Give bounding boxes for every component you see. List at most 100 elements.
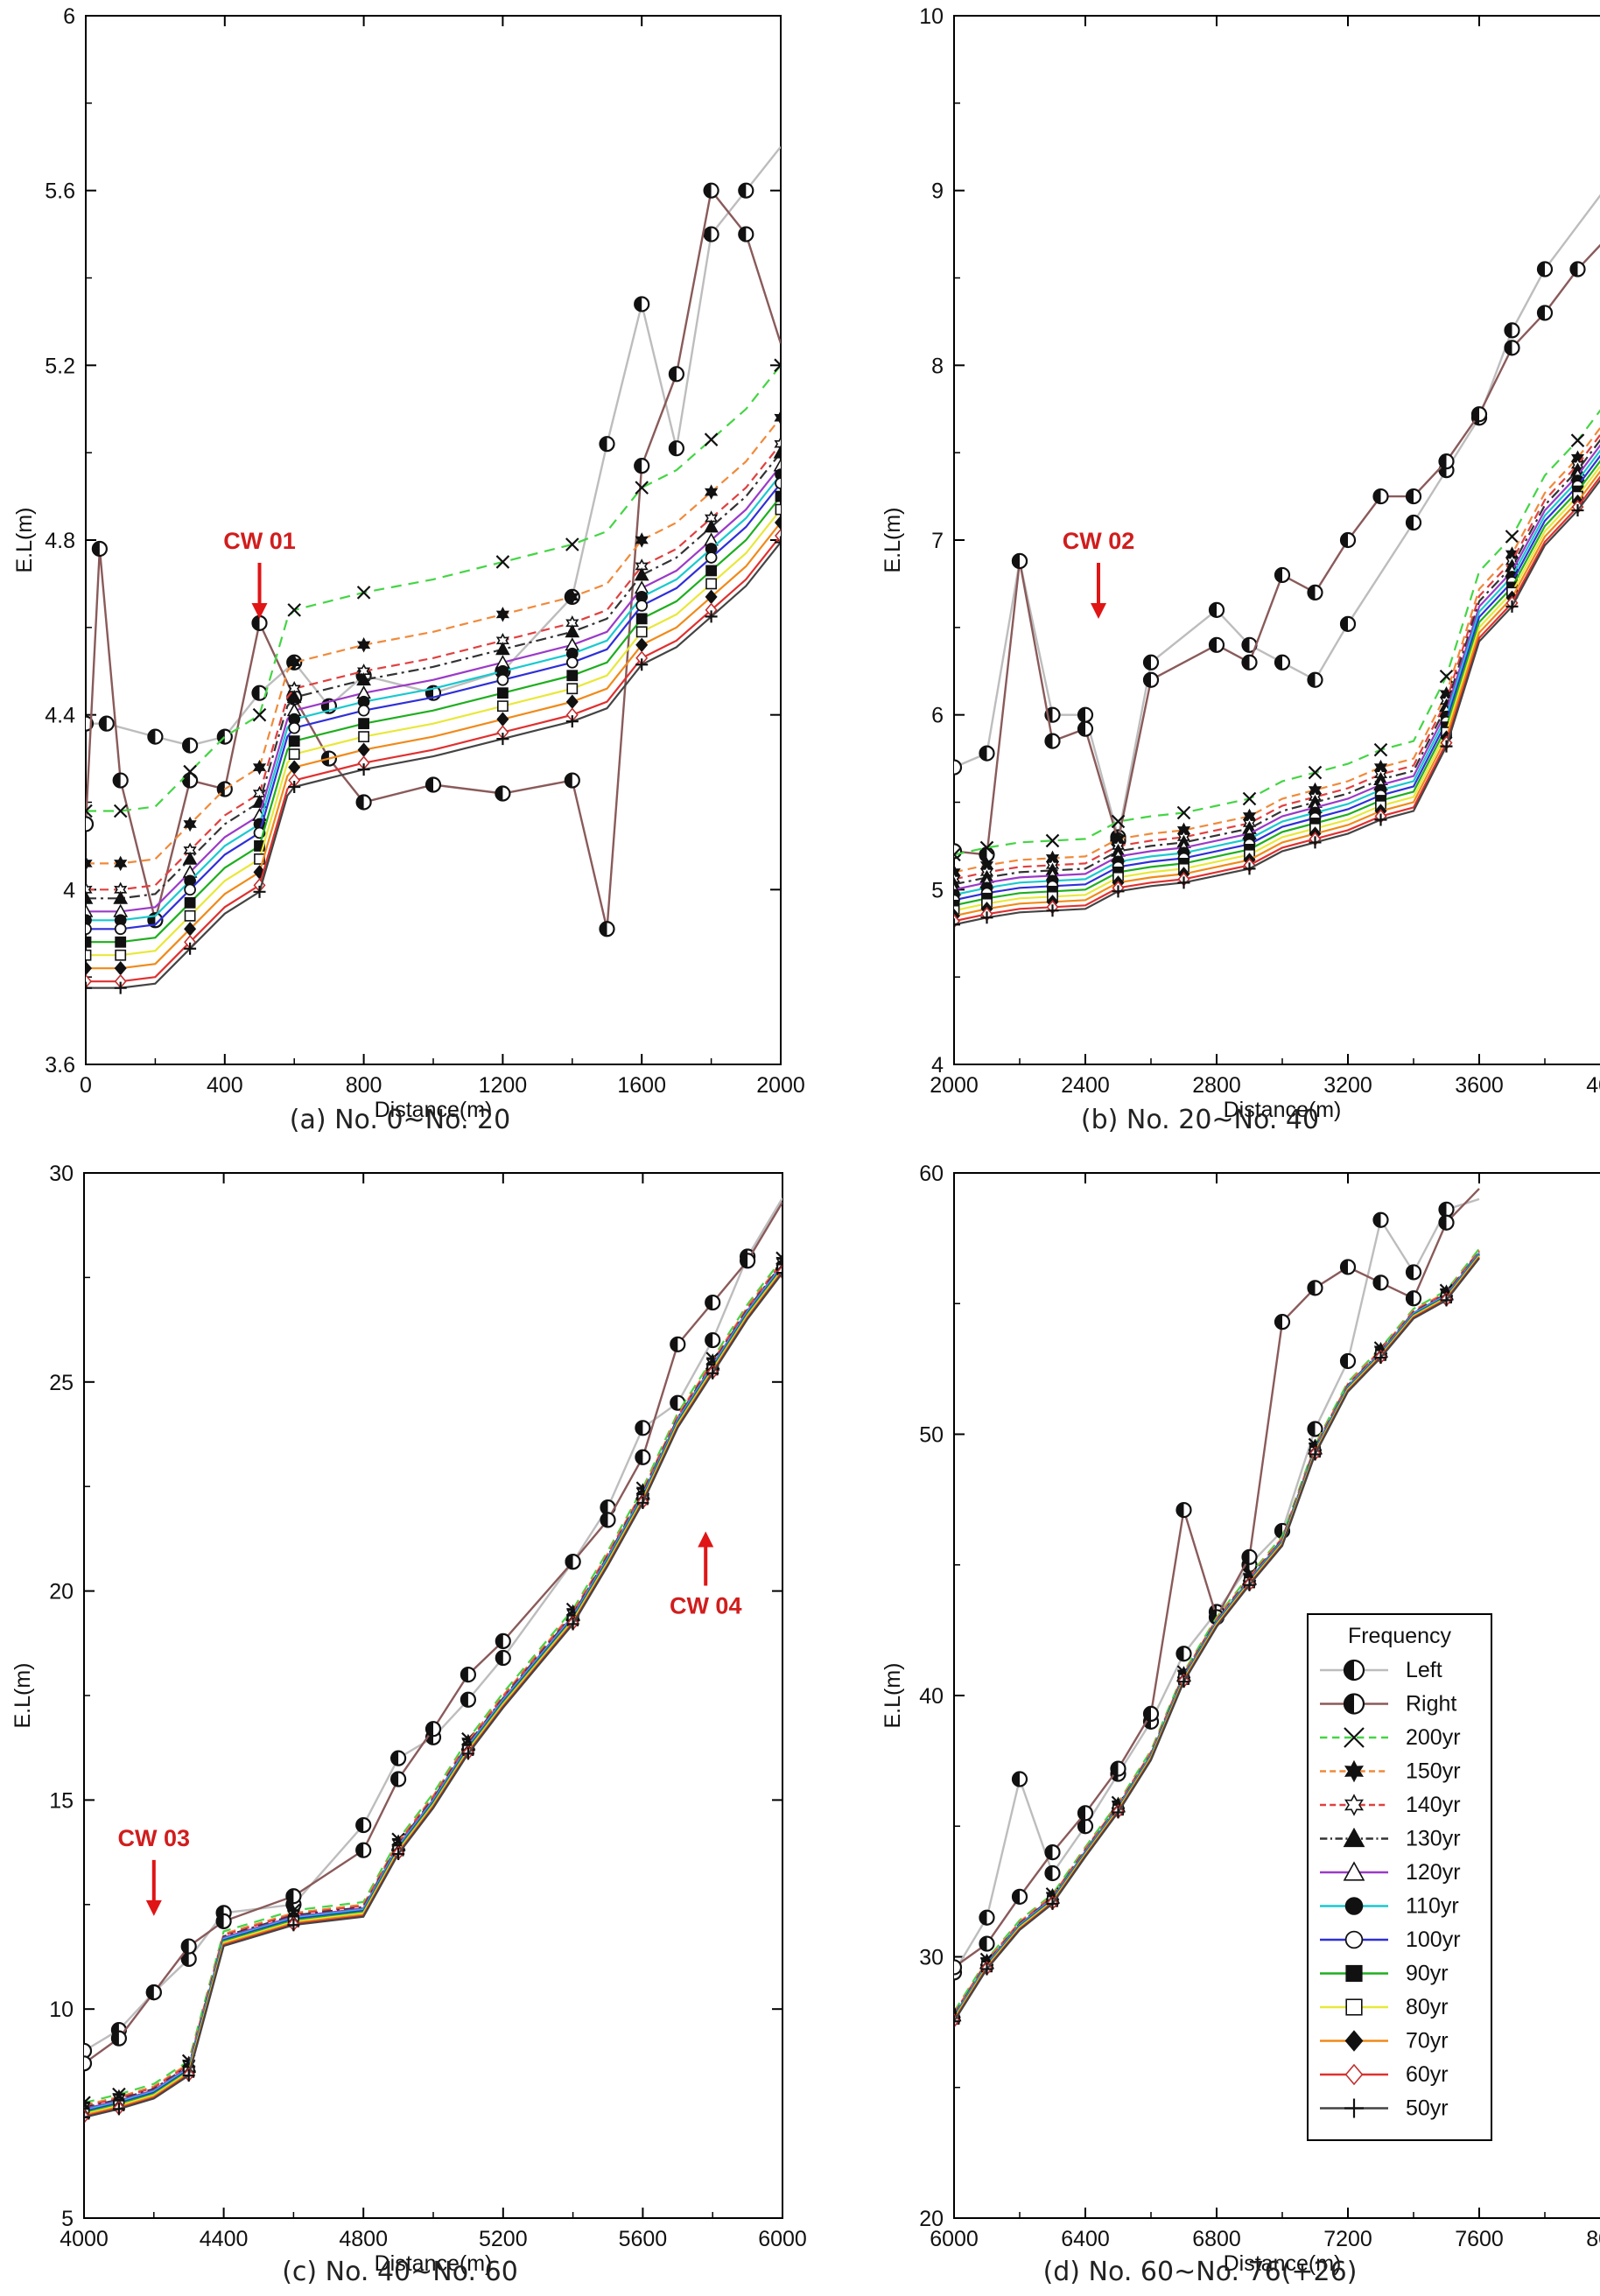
marker-right — [84, 2055, 93, 2072]
marker-200yr — [86, 804, 93, 818]
marker-90yr — [566, 670, 579, 682]
x-tick-label: 2400 — [1061, 1073, 1110, 1098]
legend-label-60yr: 60yr — [1406, 2062, 1449, 2087]
marker-right — [460, 1667, 477, 1683]
marker-right — [635, 1449, 651, 1465]
legend-marker-50yr — [1344, 2098, 1364, 2118]
marker-right — [1011, 552, 1028, 570]
marker-50yr — [1177, 876, 1190, 889]
marker-right — [1307, 1280, 1323, 1296]
y-tick-label: 25 — [49, 1371, 74, 1395]
marker-right — [1438, 1214, 1455, 1231]
y-tick-label: 5 — [931, 878, 944, 902]
series-line-130yr — [954, 439, 1600, 886]
marker-70yr — [357, 742, 370, 757]
marker-right — [1339, 1259, 1357, 1275]
marker-left — [1241, 636, 1258, 653]
marker-left — [1536, 261, 1554, 277]
marker-150yr — [287, 655, 301, 671]
series-line-60yr — [954, 475, 1600, 923]
legend-label-50yr: 50yr — [1406, 2096, 1449, 2121]
marker-60yr — [86, 973, 92, 989]
y-tick-label: 4 — [63, 878, 75, 902]
marker-right — [599, 921, 615, 937]
marker-100yr — [705, 551, 718, 564]
marker-50yr — [1112, 1806, 1125, 1819]
series-line-100yr — [86, 482, 781, 930]
marker-100yr — [496, 673, 509, 686]
marker-150yr — [183, 816, 197, 832]
legend-marker-200yr — [1344, 1727, 1365, 1748]
marker-200yr — [1242, 791, 1257, 806]
marker-50yr — [112, 2103, 125, 2116]
marker-200yr — [183, 764, 197, 779]
series-line-50yr — [86, 541, 781, 989]
marker-right — [145, 1984, 162, 2001]
legend-label-80yr: 80yr — [1406, 1995, 1449, 2019]
legend-marker-120yr — [1343, 1861, 1365, 1881]
x-tick-label: 5200 — [479, 2227, 528, 2251]
marker-right — [1208, 636, 1225, 653]
legend-label-110yr: 110yr — [1406, 1894, 1459, 1919]
x-tick-label: 6000 — [758, 2227, 807, 2251]
y-axis-label: E.L(m) — [881, 1663, 905, 1729]
y-tick-label: 8 — [931, 354, 944, 378]
marker-80yr — [184, 909, 196, 922]
marker-50yr — [86, 981, 92, 994]
marker-200yr — [495, 555, 510, 569]
marker-200yr — [1373, 742, 1388, 757]
y-tick-label: 30 — [919, 1946, 944, 1970]
marker-200yr — [979, 840, 994, 855]
x-tick-label: 5600 — [619, 2227, 668, 2251]
marker-left — [1011, 1771, 1028, 1787]
legend-marker-130yr — [1343, 1827, 1365, 1848]
marker-80yr — [954, 904, 960, 916]
marker-90yr — [115, 936, 127, 948]
x-tick-label: 6400 — [1061, 2227, 1110, 2251]
marker-50yr — [84, 2110, 90, 2124]
series-line-150yr — [954, 426, 1600, 874]
marker-200yr — [774, 358, 781, 373]
marker-200yr — [113, 804, 128, 818]
y-tick-label: 40 — [919, 1684, 944, 1709]
marker-50yr — [980, 911, 993, 924]
y-tick-label: 30 — [49, 1162, 74, 1186]
marker-right — [355, 1842, 372, 1858]
marker-right — [954, 1959, 963, 1976]
marker-50yr — [1374, 813, 1387, 826]
marker-50yr — [1309, 1448, 1322, 1461]
marker-right — [495, 1632, 511, 1650]
series-line-140yr — [84, 1261, 782, 2108]
marker-right — [564, 772, 580, 789]
marker-200yr — [1045, 833, 1060, 848]
marker-80yr — [358, 731, 369, 743]
marker-200yr — [1176, 805, 1191, 820]
series-line-50yr — [84, 1272, 782, 2118]
marker-right — [670, 1336, 686, 1352]
marker-50yr — [1374, 1352, 1387, 1365]
annotation-arrowhead — [145, 1899, 162, 1916]
caption-c: (c) No. 40~No. 60 — [282, 2257, 518, 2287]
marker-left — [954, 759, 963, 776]
marker-80yr — [705, 578, 717, 590]
marker-left — [1372, 1211, 1389, 1228]
chart-panel-d: 6000 6400 6800 7200 7600 8000 20 30 40 50 60 Distan… — [800, 1147, 1600, 2296]
x-tick-label: 6800 — [1192, 2227, 1241, 2251]
marker-left — [600, 1499, 616, 1516]
chart-c: 4000 4400 4800 5200 5600 6000 5 10 15 20 25 30 Dista… — [11, 1162, 807, 2276]
y-tick-label: 7 — [931, 529, 944, 553]
series-line-70yr — [954, 470, 1600, 917]
marker-130yr — [704, 519, 719, 533]
marker-130yr — [634, 567, 649, 581]
marker-50yr — [1243, 1578, 1256, 1591]
marker-200yr — [1570, 433, 1585, 447]
series-line-150yr — [86, 417, 781, 865]
marker-50yr — [1440, 1294, 1453, 1307]
marker-60yr — [775, 528, 781, 544]
y-tick-label: 10 — [919, 4, 944, 29]
marker-90yr — [184, 896, 196, 909]
marker-right — [565, 1554, 581, 1570]
marker-150yr — [356, 637, 371, 653]
marker-130yr — [565, 624, 580, 638]
marker-50yr — [776, 1267, 782, 1280]
